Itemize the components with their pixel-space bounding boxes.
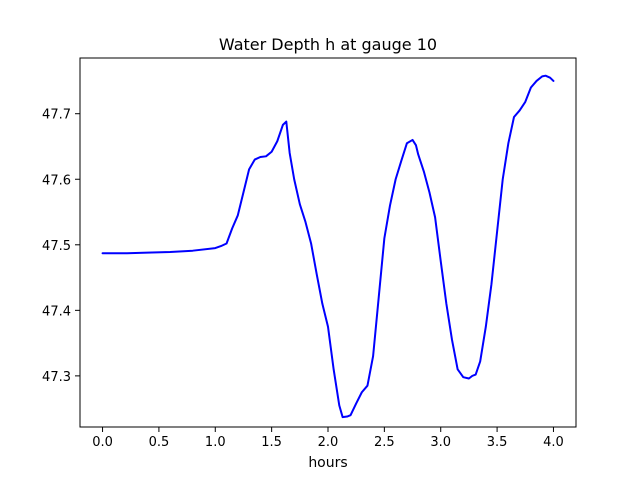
plot-area-frame [79,57,577,428]
x-tick-label: 2.5 [374,435,395,450]
x-tick-label: 1.5 [261,435,282,450]
x-tick-label: 0.0 [92,435,113,450]
chart-title: Water Depth h at gauge 10 [219,35,437,54]
y-tick-label: 47.4 [42,304,71,319]
y-tick-label: 47.3 [42,370,71,385]
series-line-0 [101,74,555,419]
x-tick-label: 1.0 [205,435,226,450]
marks-layer: 0.0 0.5 1.0 1.5 2.0 2.5 3.0 3.5 4.0 47.3 47.4 47.5 4… [42,74,564,450]
y-tick-label: 47.6 [42,173,71,188]
x-tick-label: 3.5 [487,435,508,450]
y-tick-label: 47.5 [42,239,71,254]
x-tick-label: 2.0 [318,435,339,450]
y-tick-label: 47.7 [42,108,71,123]
x-tick-label: 0.5 [149,435,170,450]
x-tick-label: 4.0 [543,435,564,450]
x-axis-label: hours [308,455,347,471]
x-tick-label: 3.0 [430,435,451,450]
